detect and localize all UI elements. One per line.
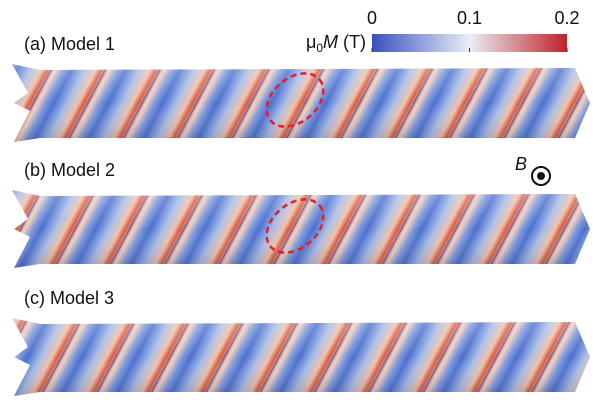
figure: μ0M (T) 0 0.1 0.2 B (a) Model 1 (b) Model 2… (0, 0, 595, 405)
colorbar-tick-label: 0 (367, 8, 377, 28)
panel-label: (b) Model 2 (24, 160, 115, 180)
rod-shading (12, 190, 590, 268)
field-out-dot (537, 172, 545, 180)
colorbar-tick-label: 0.2 (554, 8, 579, 28)
colorbar-label: μ0M (T) (306, 32, 366, 55)
colorbar: μ0M (T) 0 0.1 0.2 (306, 8, 580, 55)
panel-label: (c) Model 3 (24, 288, 114, 308)
field-label: B (515, 154, 527, 174)
panel-label: (a) Model 1 (24, 34, 115, 54)
rod-shading (12, 318, 590, 396)
rod-shading (12, 64, 590, 142)
colorbar-tick-label: 0.1 (457, 8, 482, 28)
